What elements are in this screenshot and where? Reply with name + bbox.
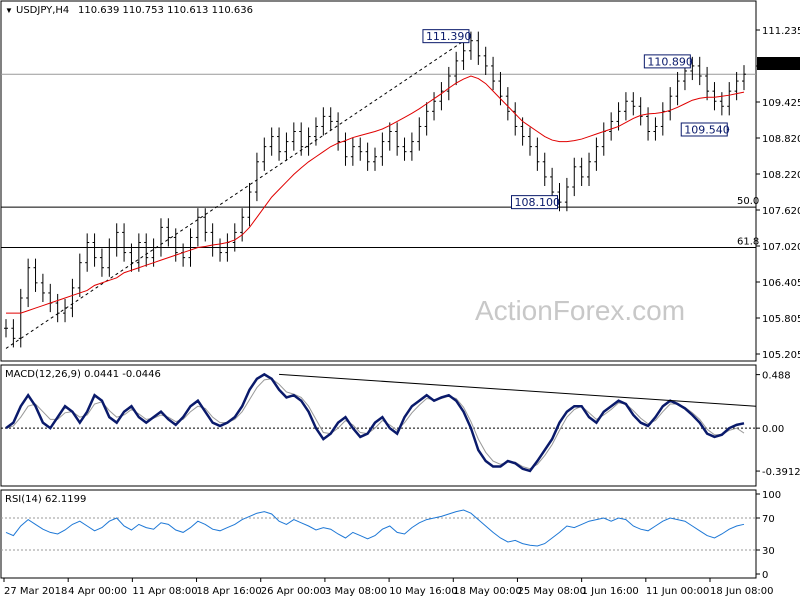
x-tick-label: 27 Mar 2018	[4, 586, 67, 597]
price-y-tick-label: 108.220	[762, 170, 800, 181]
macd-plot	[1, 372, 757, 473]
price-panel-title: USDJPY,H4	[16, 5, 69, 16]
macd-trendline	[279, 373, 757, 407]
rsi-y-tick-label: 70	[762, 514, 775, 525]
macd-line	[5, 372, 745, 473]
rsi-y-axis: 100 70 30 0	[756, 490, 781, 581]
x-tick-label: 18 May 00:00	[453, 586, 522, 597]
price-plot: 50.0 61.8 111.390 110.890 108.100 109.540	[1, 29, 759, 349]
level-label: 61.8	[737, 237, 759, 248]
last-price-label: 110.636	[760, 59, 800, 70]
rsi-plot	[1, 509, 756, 551]
price-y-tick-label: 107.020	[762, 242, 800, 253]
x-tick-label: 4 Apr 00:00	[68, 586, 127, 597]
price-y-tick-label: 107.620	[762, 206, 800, 217]
rsi-panel-frame	[0, 489, 757, 579]
macd-y-tick-label: 0.488	[762, 371, 791, 382]
price-y-tick-label: 111.235	[762, 26, 800, 37]
macd-y-tick-label: 0.00	[762, 424, 784, 435]
x-tick-label: 18 Apr 16:00	[197, 586, 262, 597]
price-y-axis: 111.235110.020109.425108.820108.220107.6…	[756, 26, 800, 361]
macd-panel-title: MACD(12,26,9) 0.0441 -0.0446	[5, 369, 161, 380]
callout-label: 110.890	[647, 55, 693, 68]
macd-panel-frame	[0, 364, 757, 487]
price-y-tick-label: 106.405	[762, 278, 800, 289]
callout-label: 109.540	[684, 123, 730, 136]
x-tick-label: 11 Jun 00:00	[646, 586, 710, 597]
x-tick-label: 26 Apr 00:00	[261, 586, 326, 597]
price-y-tick-label: 105.805	[762, 314, 800, 325]
level-label: 50.0	[737, 196, 759, 207]
price-panel-title-arrow: ▼	[5, 6, 13, 15]
price-trendline	[5, 35, 472, 349]
x-tick-label: 25 May 08:00	[517, 586, 586, 597]
macd-signal-line	[5, 378, 745, 470]
callout-label: 111.390	[426, 30, 472, 43]
price-panel-frame	[0, 0, 757, 362]
x-tick-label: 1 Jun 16:00	[582, 586, 639, 597]
x-tick-label: 11 Apr 08:00	[132, 586, 197, 597]
rsi-y-tick-label: 30	[762, 546, 775, 557]
callout-label: 108.100	[515, 196, 561, 209]
moving-average-line	[6, 75, 745, 314]
x-tick-label: 10 May 16:00	[389, 586, 458, 597]
x-tick-label: 18 Jun 08:00	[710, 586, 774, 597]
rsi-y-tick-label: 0	[762, 570, 768, 581]
watermark: ActionForex.com	[475, 295, 685, 326]
macd-y-tick-label: -0.3912	[762, 467, 800, 478]
rsi-panel-title: RSI(14) 62.1199	[5, 494, 86, 505]
macd-y-axis: 0.488 0.00 -0.3912	[756, 371, 800, 478]
rsi-y-tick-label: 100	[762, 490, 781, 501]
x-tick-label: 3 May 08:00	[325, 586, 387, 597]
price-y-tick-label: 105.205	[762, 350, 800, 361]
price-panel-ohlc: 110.639 110.753 110.613 110.636	[78, 5, 253, 16]
rsi-line	[5, 509, 745, 547]
last-price-box	[757, 57, 800, 70]
price-y-tick-label: 108.820	[762, 134, 800, 145]
price-y-tick-label: 109.425	[762, 98, 800, 109]
